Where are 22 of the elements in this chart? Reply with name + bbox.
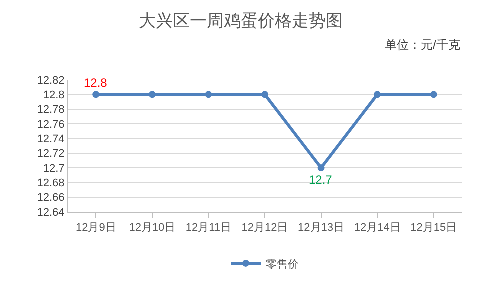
legend-label: 零售价 xyxy=(266,258,299,271)
annotation: 12.8 xyxy=(84,76,108,90)
y-tick-label: 12.8 xyxy=(43,90,65,102)
y-tick-label: 12.74 xyxy=(37,134,65,146)
y-tick-label: 12.7 xyxy=(43,162,65,175)
x-tick-label: 12月9日 xyxy=(76,222,116,234)
x-tick-label: 12月13日 xyxy=(298,222,345,234)
x-tick-label: 12月11日 xyxy=(186,222,232,234)
annotation: 12.7 xyxy=(309,173,333,187)
text: 单位：元/千克 xyxy=(385,38,460,52)
x-tick-label: 12月14日 xyxy=(354,222,401,234)
x-tick-label: 12月10日 xyxy=(129,222,176,234)
x-tick-label: 12月12日 xyxy=(242,222,288,234)
y-tick-label: 12.76 xyxy=(37,118,65,131)
x-tick-label: 12月15日 xyxy=(410,222,458,234)
y-tick-label: 12.64 xyxy=(37,206,65,219)
y-tick-label: 12.78 xyxy=(37,104,65,116)
y-tick-label: 12.72 xyxy=(37,148,65,160)
y-tick-label: 12.82 xyxy=(37,74,65,87)
y-tick-label: 12.66 xyxy=(37,192,65,204)
y-tick-label: 12.68 xyxy=(37,178,65,190)
chart-title: 大兴区一周鸡蛋价格走势图 xyxy=(139,11,343,30)
